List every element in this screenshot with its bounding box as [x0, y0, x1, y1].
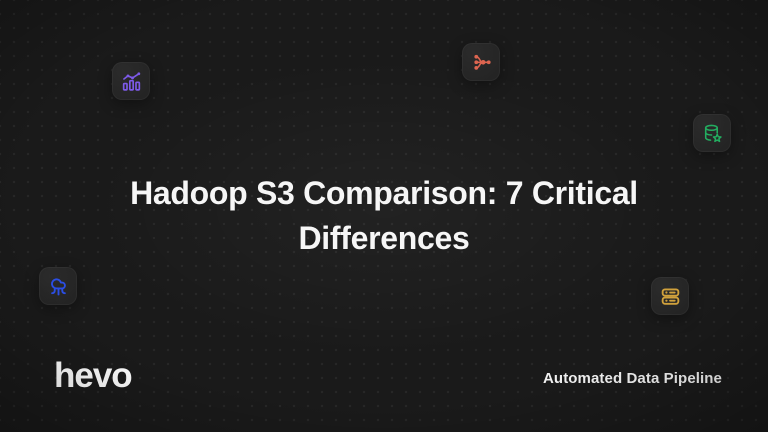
hevo-logo: hevo	[54, 356, 133, 395]
server-stack-icon	[659, 285, 682, 308]
tagline-text: Automated Data Pipeline	[543, 370, 722, 387]
bar-chart-tile	[112, 62, 150, 100]
database-star-icon	[701, 122, 724, 145]
cloud-network-tile	[39, 267, 77, 305]
bar-chart-trend-icon	[120, 70, 143, 93]
server-stack-tile	[651, 277, 689, 315]
flow-nodes-tile	[462, 43, 500, 81]
page-title: Hadoop S3 Comparison: 7 Critical Differe…	[130, 175, 638, 256]
flow-nodes-icon	[470, 51, 493, 74]
database-star-tile	[693, 114, 731, 152]
cloud-network-icon	[47, 275, 70, 298]
